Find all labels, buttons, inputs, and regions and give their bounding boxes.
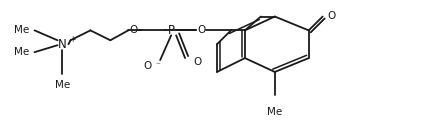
Text: N: N bbox=[58, 38, 67, 51]
Text: Me: Me bbox=[14, 25, 30, 35]
Text: O: O bbox=[328, 11, 336, 20]
Text: O: O bbox=[197, 25, 205, 35]
Text: Me: Me bbox=[267, 107, 283, 117]
Text: O: O bbox=[143, 61, 151, 71]
Text: O: O bbox=[193, 57, 201, 67]
Text: ⁻: ⁻ bbox=[155, 61, 160, 70]
Text: Me: Me bbox=[55, 80, 70, 90]
Text: Me: Me bbox=[14, 47, 30, 57]
Text: O: O bbox=[129, 25, 138, 35]
Text: P: P bbox=[168, 24, 174, 37]
Text: +: + bbox=[69, 35, 76, 44]
